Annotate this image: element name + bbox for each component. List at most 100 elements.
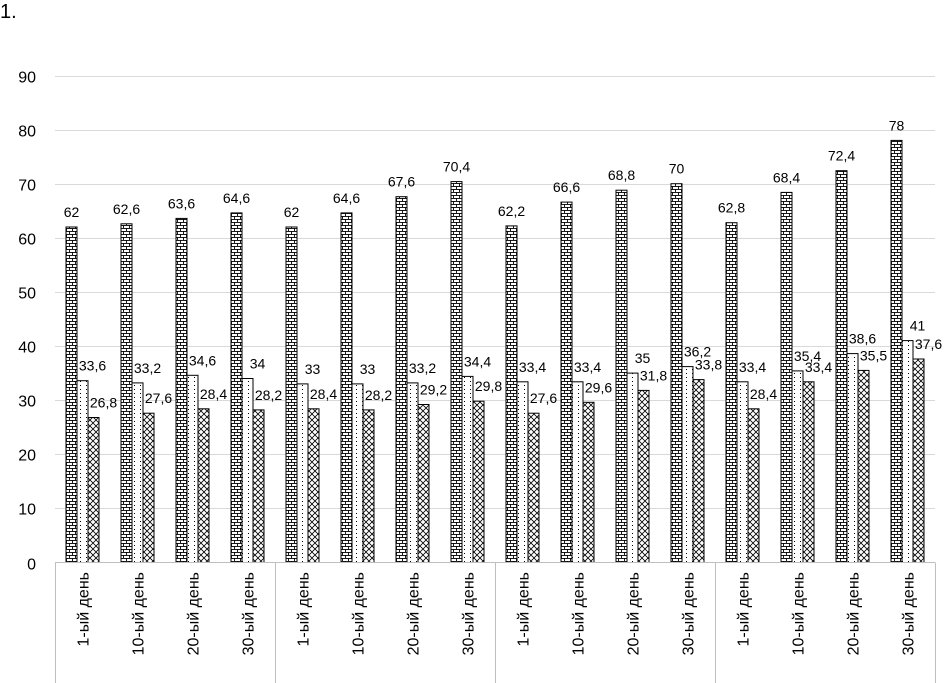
bar-series-1 bbox=[725, 222, 738, 563]
bar-series-1 bbox=[120, 223, 133, 564]
data-label: 29,6 bbox=[585, 379, 612, 395]
data-label: 34,6 bbox=[189, 352, 216, 368]
data-label: 33,4 bbox=[519, 359, 546, 375]
data-label: 78 bbox=[889, 117, 905, 133]
data-label: 33 bbox=[305, 361, 321, 377]
bar-series-2 bbox=[351, 383, 364, 563]
bar-series-2 bbox=[241, 378, 254, 563]
x-category-label: 30-ый день bbox=[461, 572, 478, 655]
y-tick-label: 20 bbox=[18, 448, 36, 465]
x-axis-category-labels: 1-ый день 10-ый день 20-ый день 30-ый день 1… bbox=[76, 572, 918, 655]
data-label: 72,4 bbox=[828, 148, 855, 164]
bar-series-3 bbox=[857, 369, 870, 563]
bar-series-2 bbox=[571, 381, 584, 563]
x-category-label: 20-ый день bbox=[186, 572, 203, 655]
data-labels: 62 62,6 63,6 64,6 62 64,6 67,6 70,4 62,2 66,6 68,8… bbox=[64, 117, 943, 410]
y-tick-label: 0 bbox=[27, 557, 36, 574]
data-label: 31,8 bbox=[640, 367, 667, 383]
x-category-label: 30-ый день bbox=[681, 572, 698, 655]
data-label: 62 bbox=[284, 204, 300, 220]
bar-series-2 bbox=[626, 372, 639, 563]
bar-series-3 bbox=[472, 400, 485, 564]
y-tick-label: 50 bbox=[18, 286, 36, 303]
x-category-label: 1-ый день bbox=[736, 572, 753, 647]
bar-series-3 bbox=[912, 358, 925, 563]
bar-series-2 bbox=[406, 382, 419, 563]
x-category-label: 20-ый день bbox=[846, 572, 863, 655]
bar-series-2 bbox=[186, 374, 199, 563]
bar-series-1 bbox=[65, 226, 78, 563]
data-label: 27,6 bbox=[145, 390, 172, 406]
data-label: 62,6 bbox=[113, 201, 140, 217]
bar-series-2 bbox=[131, 382, 144, 563]
data-label: 33,6 bbox=[79, 358, 106, 374]
bar-series-3 bbox=[197, 408, 210, 563]
x-category-label: 30-ый день bbox=[901, 572, 918, 655]
data-label: 28,4 bbox=[310, 386, 337, 402]
bar-series-1 bbox=[285, 226, 298, 563]
x-category-label: 20-ый день bbox=[406, 572, 423, 655]
data-label: 41 bbox=[910, 318, 926, 334]
data-label: 33,4 bbox=[574, 359, 601, 375]
data-label: 33,4 bbox=[805, 359, 832, 375]
bar-series-1 bbox=[780, 191, 793, 563]
bar-series-1 bbox=[175, 217, 188, 563]
bar-series-2 bbox=[516, 381, 529, 563]
data-label: 35 bbox=[635, 350, 651, 366]
data-label: 70,4 bbox=[443, 159, 470, 175]
bar-series-2 bbox=[901, 340, 914, 563]
bar-series-3 bbox=[802, 381, 815, 563]
x-category-label: 20-ый день bbox=[626, 572, 643, 655]
data-label: 28,2 bbox=[365, 387, 392, 403]
y-tick-label: 30 bbox=[18, 394, 36, 411]
data-label: 62,8 bbox=[718, 200, 745, 216]
x-category-label: 10-ый день bbox=[791, 572, 808, 655]
x-category-label: 10-ый день bbox=[351, 572, 368, 655]
bar-series-1 bbox=[395, 196, 408, 563]
bar-series-3 bbox=[307, 408, 320, 563]
y-tick-label: 60 bbox=[18, 232, 36, 249]
data-label: 35,5 bbox=[860, 347, 887, 363]
data-label: 68,4 bbox=[773, 169, 800, 185]
y-tick-label: 80 bbox=[18, 124, 36, 141]
bar-series-1 bbox=[670, 183, 683, 563]
data-label: 70 bbox=[669, 161, 685, 177]
data-label: 37,6 bbox=[915, 336, 942, 352]
bar-series-3 bbox=[582, 401, 595, 563]
bar-series-3 bbox=[527, 412, 540, 564]
y-tick-label: 40 bbox=[18, 340, 36, 357]
data-label: 28,2 bbox=[255, 387, 282, 403]
data-label: 34,4 bbox=[464, 353, 491, 369]
bar-series-1 bbox=[890, 139, 903, 563]
data-label: 28,4 bbox=[750, 386, 777, 402]
x-category-label: 1-ый день bbox=[296, 572, 313, 647]
y-tick-label: 10 bbox=[18, 502, 36, 519]
data-label: 64,6 bbox=[333, 190, 360, 206]
data-label: 29,8 bbox=[475, 378, 502, 394]
data-label: 63,6 bbox=[168, 195, 195, 211]
data-label: 33 bbox=[360, 361, 376, 377]
bar-series-1 bbox=[835, 170, 848, 563]
data-label: 35,4 bbox=[794, 348, 821, 364]
data-label: 68,8 bbox=[608, 167, 635, 183]
y-tick-label: 70 bbox=[18, 178, 36, 195]
y-tick-label: 90 bbox=[18, 70, 36, 87]
figure-number: 1. bbox=[0, 1, 17, 23]
data-label: 66,6 bbox=[553, 179, 580, 195]
data-label: 27,6 bbox=[530, 390, 557, 406]
x-category-label: 10-ый день bbox=[131, 572, 148, 655]
bar-series-1 bbox=[560, 201, 573, 563]
y-axis-ticks: 0 10 20 30 40 50 60 70 80 90 bbox=[18, 70, 36, 574]
data-label: 36,2 bbox=[684, 344, 711, 360]
bar-series-3 bbox=[362, 409, 375, 563]
bar-series-3 bbox=[417, 404, 430, 563]
bar-series-3 bbox=[87, 417, 100, 563]
data-label: 62,2 bbox=[498, 203, 525, 219]
data-label: 26,8 bbox=[90, 395, 117, 411]
data-label: 67,6 bbox=[388, 174, 415, 190]
bar-series-2 bbox=[76, 380, 89, 564]
data-label: 33,4 bbox=[739, 359, 766, 375]
bar-series-1 bbox=[450, 181, 463, 563]
bar-series-3 bbox=[252, 409, 265, 563]
